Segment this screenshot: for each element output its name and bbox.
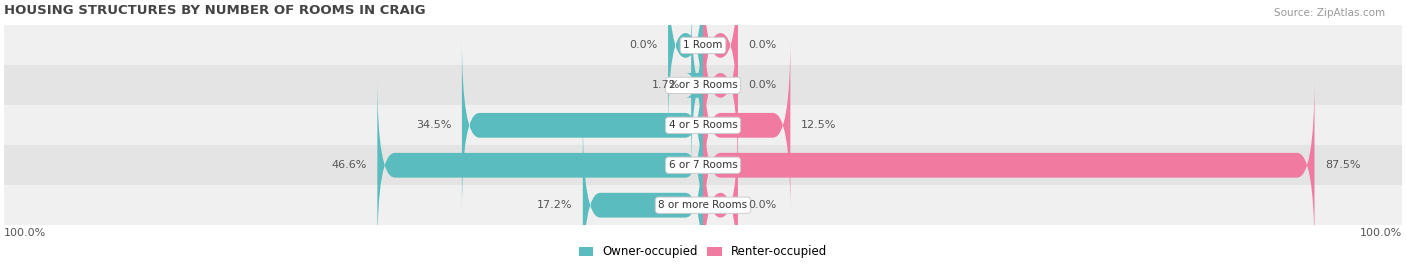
Text: 17.2%: 17.2% (537, 200, 572, 210)
Text: 0.0%: 0.0% (748, 200, 776, 210)
Legend: Owner-occupied, Renter-occupied: Owner-occupied, Renter-occupied (574, 241, 832, 263)
Text: 2 or 3 Rooms: 2 or 3 Rooms (669, 80, 737, 90)
Text: 1 Room: 1 Room (683, 40, 723, 50)
FancyBboxPatch shape (668, 0, 703, 133)
Text: 4 or 5 Rooms: 4 or 5 Rooms (669, 120, 737, 130)
FancyBboxPatch shape (703, 38, 790, 213)
Bar (4, 26, 1402, 65)
Text: HOUSING STRUCTURES BY NUMBER OF ROOMS IN CRAIG: HOUSING STRUCTURES BY NUMBER OF ROOMS IN… (4, 5, 426, 17)
Text: 0.0%: 0.0% (748, 80, 776, 90)
Text: Source: ZipAtlas.com: Source: ZipAtlas.com (1274, 8, 1385, 18)
FancyBboxPatch shape (703, 0, 738, 133)
Text: 0.0%: 0.0% (630, 40, 658, 50)
Text: 8 or more Rooms: 8 or more Rooms (658, 200, 748, 210)
Text: 6 or 7 Rooms: 6 or 7 Rooms (669, 160, 737, 170)
Text: 1.7%: 1.7% (652, 80, 681, 90)
Text: 46.6%: 46.6% (332, 160, 367, 170)
Bar (4, 105, 1402, 145)
FancyBboxPatch shape (703, 118, 738, 269)
Text: 0.0%: 0.0% (748, 40, 776, 50)
Text: 87.5%: 87.5% (1324, 160, 1361, 170)
Text: 34.5%: 34.5% (416, 120, 451, 130)
Text: 100.0%: 100.0% (1360, 228, 1402, 238)
Bar (4, 145, 1402, 185)
FancyBboxPatch shape (463, 38, 703, 213)
FancyBboxPatch shape (686, 0, 709, 173)
Bar (4, 185, 1402, 225)
FancyBboxPatch shape (377, 78, 703, 253)
Text: 100.0%: 100.0% (4, 228, 46, 238)
FancyBboxPatch shape (583, 118, 703, 269)
Bar (4, 65, 1402, 105)
Text: 12.5%: 12.5% (801, 120, 837, 130)
FancyBboxPatch shape (703, 78, 1315, 253)
FancyBboxPatch shape (703, 0, 738, 173)
